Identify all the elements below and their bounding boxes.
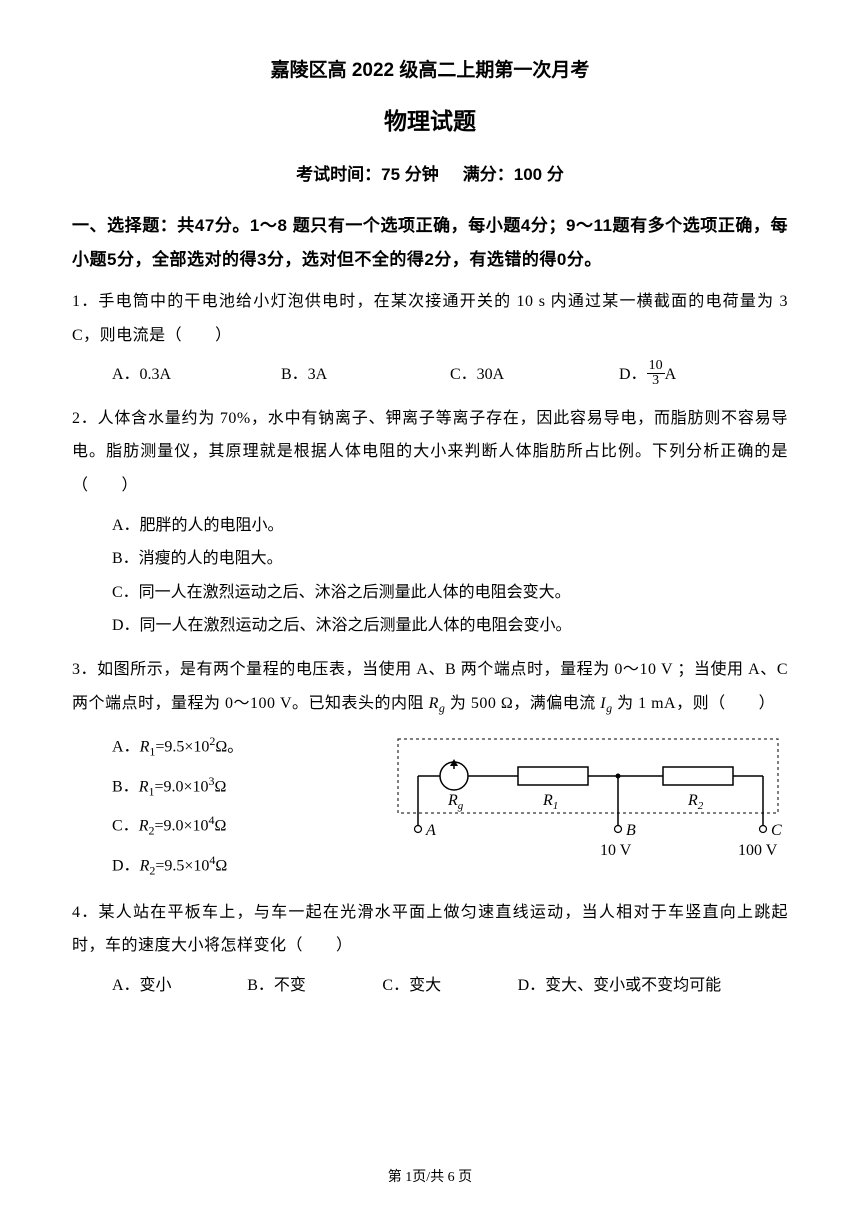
q2-text: 2．人体含水量约为 70%，水中有钠离子、钾离子等离子存在，因此容易导电，而脂肪…	[72, 402, 788, 503]
q3d-var: R	[140, 857, 150, 874]
q3c-pre: C．	[112, 818, 139, 835]
range-c-label: 100 V	[738, 842, 778, 859]
q1-opt-d: D．103A	[619, 358, 788, 392]
terminal-c-icon	[760, 825, 767, 832]
q3c-eq: =9.0×10	[154, 818, 208, 835]
q1-opt-a: A．0.3A	[112, 358, 281, 392]
section1-header: 一、选择题：共47分。1～8 题只有一个选项正确，每小题4分；9～11题有多个选…	[72, 209, 788, 277]
exam-title-sub: 物理试题	[72, 102, 788, 136]
q2-opt-b: B．消瘦的人的电阻大。	[112, 542, 788, 576]
exam-time: 考试时间：75 分钟	[296, 165, 439, 184]
q1-opt-d-suffix: A	[665, 366, 677, 383]
q4-opt-b: B．不变	[247, 969, 382, 1003]
q3c-unit: Ω	[215, 818, 227, 835]
q3d-unit: Ω	[215, 857, 227, 874]
q3b-unit: Ω	[215, 778, 227, 795]
q3a-var: R	[140, 738, 150, 755]
q2-options: A．肥胖的人的电阻小。 B．消瘦的人的电阻大。 C．同一人在激烈运动之后、沐浴之…	[72, 509, 788, 643]
q3-text-p3: 为 1 mA，则（ ）	[613, 695, 776, 712]
terminal-b-label: B	[626, 822, 636, 839]
q2-opt-c: C．同一人在激烈运动之后、沐浴之后测量此人体的电阻会变大。	[112, 576, 788, 610]
q3a-unit: Ω。	[215, 738, 243, 755]
q3-rg: R	[429, 695, 439, 712]
q3a-eq: =9.5×10	[155, 738, 209, 755]
q3-body: A．R1=9.5×102Ω。 B．R1=9.0×103Ω C．R2=9.0×10…	[72, 727, 788, 886]
q3b-var: R	[139, 778, 149, 795]
q1-text: 1．手电筒中的干电池给小灯泡供电时，在某次接通开关的 10 s 内通过某一横截面…	[72, 285, 788, 352]
q1-frac-num: 10	[647, 359, 665, 374]
resistor-r2-icon	[663, 767, 733, 785]
q2-opt-d: D．同一人在激烈运动之后、沐浴之后测量此人体的电阻会变小。	[112, 609, 788, 643]
page-footer: 第 1页/共 6 页	[0, 1166, 860, 1186]
range-b-label: 10 V	[600, 842, 632, 859]
q3-text: 3．如图所示，是有两个量程的电压表，当使用 A、B 两个端点时，量程为 0～10…	[72, 653, 788, 721]
terminal-b-icon	[615, 825, 622, 832]
circuit-rg-label: Rg	[447, 792, 464, 812]
q4-opt-c: C．变大	[382, 969, 517, 1003]
q3-text-p2: 为 500 Ω，满偏电流	[445, 695, 600, 712]
exam-info: 考试时间：75 分钟 满分：100 分	[72, 160, 788, 185]
q3b-pre: B．	[112, 778, 139, 795]
circuit-diagram: Rg R1 R2 A B C 10 V 100 V	[388, 731, 788, 871]
resistor-r1-icon	[518, 767, 588, 785]
q3c-var: R	[139, 818, 149, 835]
circuit-r2-label: R2	[687, 792, 704, 812]
q1-opt-b: B．3A	[281, 358, 450, 392]
terminal-a-icon	[415, 825, 422, 832]
q3b-eq: =9.0×10	[154, 778, 208, 795]
fraction-icon: 103	[647, 359, 665, 388]
circuit-r1-label: R1	[542, 792, 558, 812]
full-score: 满分：100 分	[463, 165, 564, 184]
q3a-pre: A．	[112, 738, 140, 755]
q2-opt-a: A．肥胖的人的电阻小。	[112, 509, 788, 543]
q1-options: A．0.3A B．3A C．30A D．103A	[72, 358, 788, 392]
q3d-pre: D．	[112, 857, 140, 874]
q1-opt-d-prefix: D．	[619, 366, 647, 383]
q4-text: 4．某人站在平板车上，与车一起在光滑水平面上做匀速直线运动，当人相对于车竖直向上…	[72, 896, 788, 963]
terminal-a-label: A	[425, 822, 436, 839]
q1-opt-c: C．30A	[450, 358, 619, 392]
exam-title-main: 嘉陵区高 2022 级高二上期第一次月考	[72, 55, 788, 82]
q4-options: A．变小 B．不变 C．变大 D．变大、变小或不变均可能	[72, 969, 788, 1003]
terminal-c-label: C	[771, 822, 782, 839]
q3d-eq: =9.5×10	[155, 857, 209, 874]
q4-opt-d: D．变大、变小或不变均可能	[518, 969, 788, 1003]
q4-opt-a: A．变小	[112, 969, 247, 1003]
q1-frac-den: 3	[647, 374, 665, 388]
